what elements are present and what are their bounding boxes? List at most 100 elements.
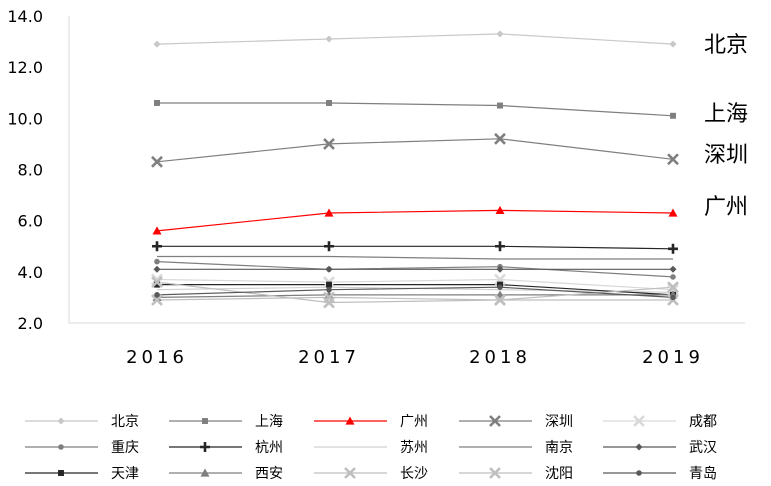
data-point-4-0 [151, 273, 163, 286]
data-point-0-3 [669, 40, 677, 48]
data-point-10-1 [326, 281, 332, 288]
legend-marker [635, 443, 643, 451]
data-point-13-3 [667, 281, 679, 294]
legend-label: 南京 [545, 440, 573, 456]
legend-item: 广州 [314, 414, 428, 430]
data-point-14-3 [670, 294, 676, 301]
legend-label: 上海 [255, 414, 283, 430]
series-line-14 [156, 286, 674, 298]
series-line-3 [156, 138, 674, 163]
legend-item: 苏州 [314, 440, 428, 456]
legend-item: 南京 [459, 440, 573, 456]
data-point-6-0 [152, 241, 162, 252]
series-line-6 [157, 245, 674, 250]
data-point-3-3 [667, 153, 679, 166]
data-point-6-1 [324, 241, 334, 252]
y-tick-label: 6.0 [18, 212, 43, 231]
data-point-13-0 [151, 294, 163, 306]
legend-marker [58, 444, 64, 450]
legend-marker [489, 467, 501, 479]
legend-label: 深圳 [545, 414, 573, 430]
legend-label: 成都 [689, 414, 717, 430]
legend-item: 西安 [169, 466, 283, 482]
legend-item: 杭州 [169, 440, 283, 456]
data-point-9-0 [153, 265, 161, 273]
series-line-13 [156, 286, 674, 301]
data-point-1-3 [670, 112, 676, 119]
legend-marker [200, 468, 210, 477]
legend-label: 天津 [111, 466, 139, 482]
y-tick-label: 14.0 [7, 7, 43, 26]
series-line-4 [156, 278, 674, 291]
legend-marker [58, 470, 64, 476]
legend-item: 天津 [25, 466, 139, 482]
legend-marker [202, 418, 208, 424]
legend-marker [636, 470, 642, 476]
data-point-0-1 [325, 35, 333, 43]
data-point-5-0 [154, 258, 160, 265]
x-tick-label: 2018 [469, 347, 531, 368]
x-tick-label: 2019 [642, 347, 704, 368]
data-point-5-3 [670, 274, 676, 280]
data-point-2-0 [152, 226, 162, 235]
legend-label: 杭州 [255, 440, 283, 456]
data-point-6-2 [495, 241, 505, 252]
data-point-1-0 [154, 100, 160, 106]
data-point-3-2 [494, 132, 506, 145]
series-end-label: 上海 [704, 102, 748, 127]
data-point-3-1 [323, 137, 335, 150]
legend-marker [200, 442, 210, 452]
legend-label: 广州 [400, 414, 428, 430]
data-point-13-1 [323, 291, 335, 304]
data-point-13-2 [494, 294, 506, 306]
legend-label: 青岛 [689, 466, 717, 482]
series-line-11 [156, 294, 673, 298]
data-point-0-0 [153, 40, 161, 48]
data-point-3-0 [151, 155, 163, 168]
series-markers [151, 30, 679, 309]
y-tick-label: 12.0 [7, 58, 43, 77]
legend-item: 北京 [25, 414, 139, 430]
data-point-9-2 [496, 265, 504, 273]
series-line-5 [156, 261, 674, 278]
legend-item: 上海 [169, 414, 283, 430]
legend-item: 武汉 [603, 440, 717, 456]
data-point-9-3 [669, 265, 677, 273]
legend-marker [489, 415, 501, 427]
series-line-2 [156, 209, 674, 232]
data-point-12-0 [151, 276, 163, 288]
legend-item: 成都 [603, 414, 717, 430]
series-end-label: 北京 [704, 33, 748, 58]
data-point-6-3 [668, 243, 678, 254]
data-point-10-0 [154, 281, 160, 288]
data-point-14-1 [326, 286, 332, 293]
data-point-1-2 [497, 102, 503, 109]
y-tick-label: 8.0 [18, 161, 43, 180]
data-point-14-2 [497, 284, 503, 290]
series-line-8 [157, 255, 673, 260]
series-end-label: 深圳 [704, 143, 748, 168]
series-lines [156, 33, 674, 304]
data-point-2-2 [495, 205, 505, 215]
series-line-1 [157, 102, 674, 117]
legend-marker [344, 467, 356, 479]
legend-label: 长沙 [400, 466, 428, 482]
y-tick-label: 10.0 [7, 109, 43, 128]
series-end-label: 广州 [704, 195, 748, 220]
data-point-0-2 [496, 30, 504, 38]
series-line-10 [157, 284, 674, 296]
x-tick-label: 2017 [298, 347, 360, 368]
y-tick-label: 2.0 [18, 314, 43, 333]
legend-label: 西安 [255, 466, 283, 482]
data-point-4-2 [494, 273, 506, 286]
legend-label: 苏州 [400, 440, 428, 456]
legend-marker [57, 417, 65, 425]
legend-item: 深圳 [459, 414, 573, 430]
y-tick-label: 4.0 [18, 263, 43, 282]
legend-marker [633, 415, 645, 427]
x-tick-label: 2016 [126, 347, 188, 368]
legend-marker [345, 416, 355, 425]
legend-item: 重庆 [25, 440, 139, 456]
